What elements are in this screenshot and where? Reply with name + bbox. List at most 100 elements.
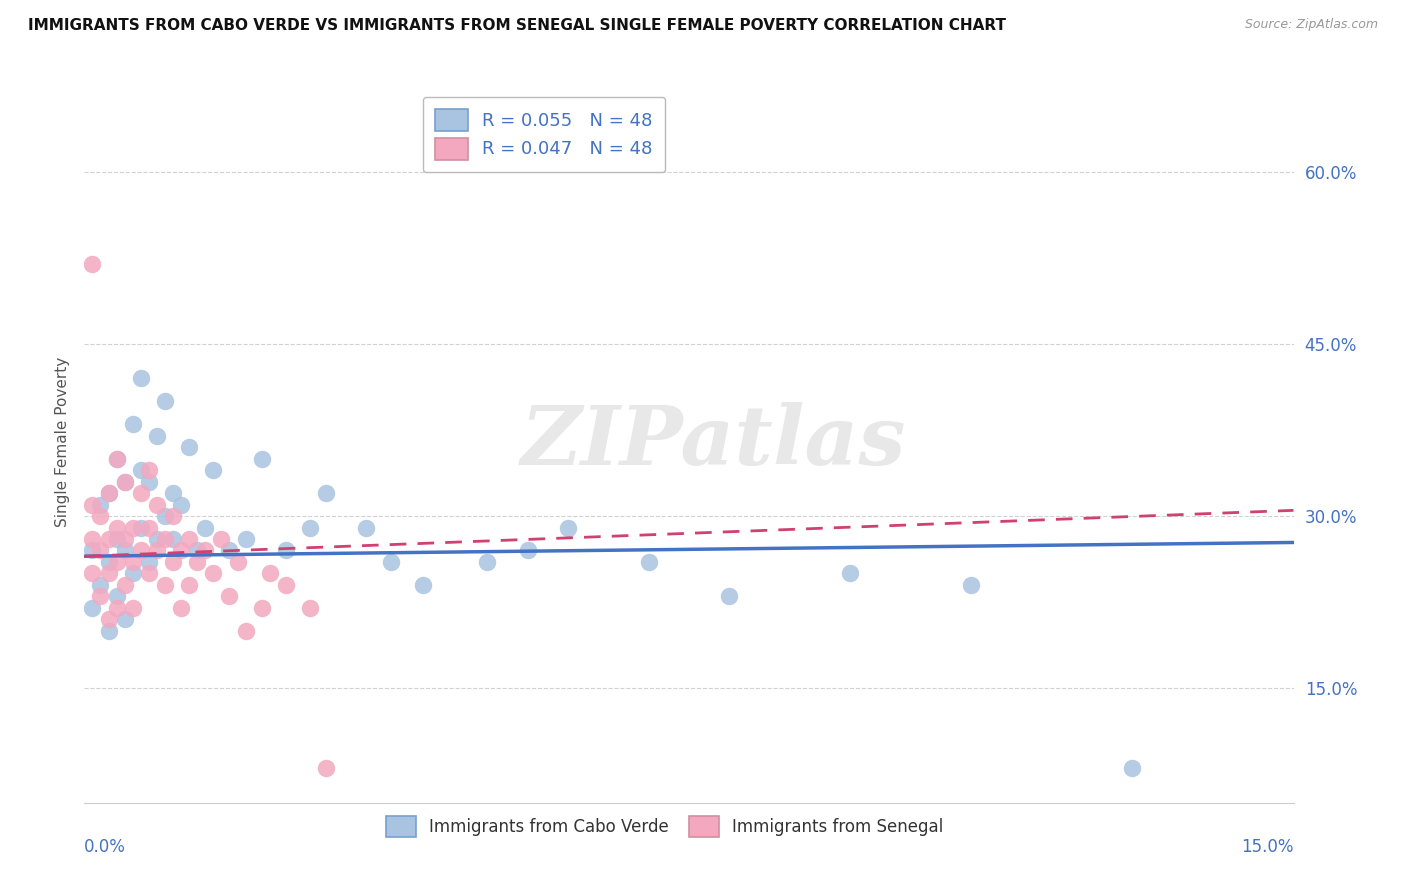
Point [250,451,273,466]
Point [82,566,104,581]
Point [162,555,184,569]
Point [121,566,143,581]
Text: IMMIGRANTS FROM CABO VERDE VS IMMIGRANTS FROM SENEGAL SINGLE FEMALE POVERTY CORR: IMMIGRANTS FROM CABO VERDE VS IMMIGRANTS… [28,18,1007,33]
Point [82,532,104,546]
Point [97,486,120,500]
Point [82,257,104,271]
Point [170,498,193,512]
Point [412,578,434,592]
Point [97,532,120,546]
Point [138,520,160,534]
Point [129,371,152,385]
Y-axis label: Single Female Poverty: Single Female Poverty [55,357,70,526]
Point [235,532,257,546]
Point [89,543,111,558]
Point [274,578,297,592]
Point [356,520,378,534]
Point [97,612,120,626]
Point [82,498,104,512]
Point [960,578,983,592]
Point [259,566,281,581]
Point [105,520,128,534]
Point [129,486,152,500]
Point [202,463,225,477]
Point [250,600,273,615]
Point [114,475,136,489]
Point [718,590,741,604]
Point [194,543,217,558]
Point [114,612,136,626]
Point [138,463,160,477]
Point [97,566,120,581]
Text: 0.0%: 0.0% [84,838,127,855]
Point [218,590,240,604]
Point [637,555,659,569]
Point [105,451,128,466]
Point [105,555,128,569]
Point [114,532,136,546]
Point [477,555,499,569]
Point [82,543,104,558]
Point [557,520,579,534]
Point [162,532,184,546]
Point [105,451,128,466]
Point [129,463,152,477]
Point [105,532,128,546]
Legend: Immigrants from Cabo Verde, Immigrants from Senegal: Immigrants from Cabo Verde, Immigrants f… [378,808,952,845]
Point [89,498,111,512]
Point [315,761,337,775]
Point [105,590,128,604]
Point [138,555,160,569]
Point [121,417,143,432]
Point [146,543,169,558]
Text: 15.0%: 15.0% [1241,838,1294,855]
Point [218,543,240,558]
Point [97,624,120,638]
Point [202,566,225,581]
Point [138,566,160,581]
Text: ZIPatlas: ZIPatlas [520,401,905,482]
Point [129,520,152,534]
Point [274,543,297,558]
Point [153,509,176,524]
Point [162,509,184,524]
Point [299,600,322,615]
Point [299,520,322,534]
Point [186,543,208,558]
Point [209,532,232,546]
Point [121,555,143,569]
Point [516,543,538,558]
Point [170,543,193,558]
Point [114,475,136,489]
Point [194,520,217,534]
Point [121,520,143,534]
Point [105,600,128,615]
Point [153,578,176,592]
Point [89,578,111,592]
Point [121,600,143,615]
Text: Source: ZipAtlas.com: Source: ZipAtlas.com [1244,18,1378,31]
Point [170,600,193,615]
Point [153,532,176,546]
Point [179,440,201,454]
Point [162,486,184,500]
Point [114,543,136,558]
Point [179,578,201,592]
Point [129,543,152,558]
Point [89,509,111,524]
Point [1121,761,1143,775]
Point [186,555,208,569]
Point [97,555,120,569]
Point [315,486,337,500]
Point [146,498,169,512]
Point [179,532,201,546]
Point [89,590,111,604]
Point [114,578,136,592]
Point [235,624,257,638]
Point [380,555,402,569]
Point [839,566,862,581]
Point [138,475,160,489]
Point [97,486,120,500]
Point [82,600,104,615]
Point [146,429,169,443]
